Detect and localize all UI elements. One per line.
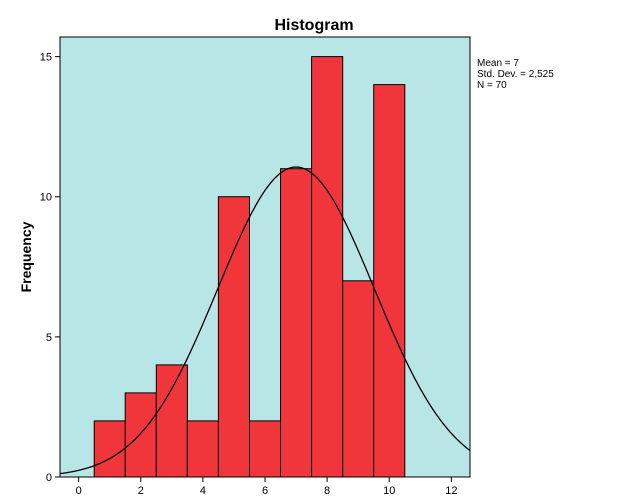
x-tick-label: 10	[383, 485, 395, 497]
y-tick-label: 15	[40, 52, 52, 64]
histogram-bar-9	[342, 280, 375, 478]
x-tick-label: 4	[200, 485, 206, 497]
y-axis-label: Frequency	[18, 221, 34, 292]
histogram-bars	[93, 56, 406, 478]
y-axis: 0 5 10 15	[40, 52, 60, 484]
stat-n: N = 70	[477, 80, 507, 91]
stat-std-dev: Std. Dev. = 2,525	[477, 69, 554, 80]
histogram-bar-5	[217, 196, 250, 478]
x-tick-label: 8	[324, 485, 330, 497]
y-tick-label: 10	[40, 192, 52, 204]
x-tick-label: 6	[262, 485, 268, 497]
stat-mean: Mean = 7	[477, 58, 519, 69]
histogram-bar-10	[373, 84, 406, 478]
stats-box: Mean = 7 Std. Dev. = 2,525 N = 70	[477, 58, 554, 91]
histogram-bar-1	[93, 420, 126, 478]
histogram-bar-4	[186, 420, 219, 478]
histogram-bar-2	[124, 392, 157, 478]
y-tick-label: 0	[46, 472, 52, 484]
x-axis: 0 2 4 6 8 10 12	[76, 477, 457, 497]
plot-area	[59, 36, 471, 478]
histogram-bar-3	[155, 364, 188, 478]
histogram-bar-6	[249, 420, 282, 478]
histogram-bar-8	[311, 56, 344, 478]
chart-title: Histogram	[274, 17, 353, 34]
x-tick-label: 12	[445, 485, 457, 497]
histogram-bar-7	[280, 168, 313, 478]
normal-curve	[59, 166, 471, 475]
y-tick-label: 5	[46, 332, 52, 344]
x-tick-label: 2	[138, 485, 144, 497]
x-tick-label: 0	[76, 485, 82, 497]
